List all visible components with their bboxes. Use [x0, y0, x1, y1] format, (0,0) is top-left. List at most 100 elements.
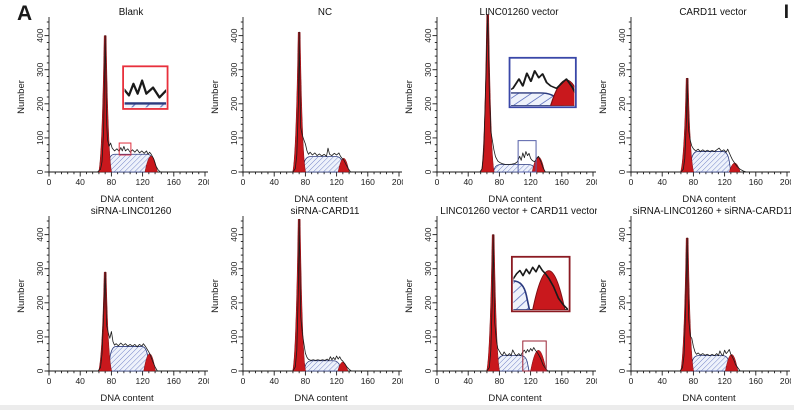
panel-title: CARD11 vector	[679, 7, 747, 18]
x-tick-label: 160	[749, 376, 763, 386]
x-axis-label: DNA content	[100, 393, 154, 404]
y-tick-label: 400	[617, 28, 627, 42]
y-tick-label: 300	[423, 261, 433, 275]
outline-curve	[680, 77, 747, 173]
histogram-panel: 0 40 80 120 160 200 0 100 200 300 400 DNA content Nu…	[403, 205, 597, 404]
x-axis-label: DNA content	[682, 194, 736, 205]
x-tick-label: 40	[463, 376, 473, 386]
histogram-panel: 0 40 80 120 160 200 0 100 200 300 400 DNA content Nu…	[15, 205, 209, 404]
y-tick-label: 0	[35, 169, 45, 174]
x-tick-label: 0	[629, 376, 634, 386]
panel-title: siRNA-LINC01260 + siRNA-CARD11	[633, 206, 791, 217]
x-tick-label: 80	[689, 376, 699, 386]
x-tick-label: 200	[780, 376, 791, 386]
x-tick-label: 80	[689, 177, 699, 187]
x-tick-label: 80	[495, 376, 505, 386]
y-tick-label: 400	[229, 28, 239, 42]
panel-title: siRNA-LINC01260	[91, 206, 172, 217]
y-tick-label: 0	[617, 368, 627, 373]
x-tick-label: 200	[586, 177, 597, 187]
panel-title: siRNA-CARD11	[291, 206, 360, 217]
x-tick-label: 160	[555, 177, 569, 187]
histogram-panel: 0 40 80 120 160 200 0 100 200 300 400 DNA content Nu…	[209, 6, 403, 205]
axes	[44, 216, 208, 376]
x-tick-label: 40	[75, 376, 85, 386]
y-tick-label: 0	[35, 368, 45, 373]
x-tick-label: 40	[75, 177, 85, 187]
y-tick-label: 200	[229, 295, 239, 309]
y-tick-label: 400	[35, 227, 45, 241]
y-tick-label: 0	[423, 169, 433, 174]
x-tick-label: 160	[361, 177, 375, 187]
outline-curve	[97, 271, 158, 372]
y-tick-label: 400	[617, 227, 627, 241]
s-phase-area	[689, 355, 732, 372]
x-tick-label: 40	[657, 177, 667, 187]
s-phase-area	[301, 156, 345, 173]
g1-peak-area	[98, 35, 112, 173]
outline-curve	[486, 234, 549, 372]
x-tick-label: 80	[495, 177, 505, 187]
x-tick-label: 120	[524, 376, 538, 386]
y-tick-label: 300	[35, 62, 45, 76]
histogram-plot: 0 40 80 120 160 200 0 100 200 300 400 DNA content Nu…	[404, 206, 597, 404]
zoom-marker-rect	[517, 140, 537, 173]
g1-peak-area	[680, 78, 694, 173]
outline-curve	[97, 35, 161, 173]
outline-curve	[292, 31, 351, 173]
y-tick-label: 300	[35, 261, 45, 275]
plot-content	[238, 17, 402, 177]
y-tick-label: 100	[423, 330, 433, 344]
x-tick-label: 160	[167, 177, 181, 187]
panel-title: LINC01260 vector + CARD11 vector	[440, 206, 597, 217]
y-axis-label: Number	[598, 80, 609, 114]
y-tick-label: 100	[229, 330, 239, 344]
y-tick-label: 300	[229, 62, 239, 76]
y-tick-label: 100	[35, 131, 45, 145]
y-tick-label: 100	[229, 131, 239, 145]
x-tick-label: 80	[301, 376, 311, 386]
x-tick-label: 80	[107, 177, 117, 187]
histogram-plot: 0 40 80 120 160 200 0 100 200 300 400 DNA content Nu…	[598, 206, 791, 404]
histogram-panel: 0 40 80 120 160 200 0 100 200 300 400 DNA content Nu…	[597, 205, 791, 404]
x-tick-label: 200	[198, 376, 209, 386]
axes	[238, 216, 402, 376]
x-tick-label: 40	[463, 177, 473, 187]
x-tick-label: 0	[47, 177, 52, 187]
x-axis-label: DNA content	[682, 393, 736, 404]
x-tick-label: 0	[435, 177, 440, 187]
axes	[626, 216, 790, 376]
x-tick-label: 80	[301, 177, 311, 187]
x-tick-label: 0	[435, 376, 440, 386]
x-tick-label: 0	[241, 376, 246, 386]
g1-peak-area	[98, 271, 112, 372]
x-axis-label: DNA content	[294, 393, 348, 404]
x-axis-label: DNA content	[294, 194, 348, 205]
panel-title: LINC01260 vector	[480, 7, 560, 18]
y-tick-label: 100	[617, 131, 627, 145]
s-phase-area	[689, 151, 732, 173]
plot-content	[44, 216, 208, 376]
panel-title: NC	[318, 7, 332, 18]
y-tick-label: 200	[617, 96, 627, 110]
crop-mark: I	[783, 2, 789, 23]
x-tick-label: 120	[330, 177, 344, 187]
y-tick-label: 400	[229, 227, 239, 241]
y-tick-label: 200	[229, 96, 239, 110]
y-tick-label: 100	[423, 131, 433, 145]
x-tick-label: 120	[330, 376, 344, 386]
y-axis-label: Number	[598, 279, 609, 313]
plot-content	[238, 216, 402, 376]
y-axis-label: Number	[404, 80, 415, 114]
histogram-plot: 0 40 80 120 160 200 0 100 200 300 400 DNA content Nu…	[404, 7, 597, 205]
histogram-plot: 0 40 80 120 160 200 0 100 200 300 400 DNA content Nu…	[598, 7, 791, 205]
y-axis-label: Number	[16, 80, 27, 114]
y-axis-label: Number	[404, 279, 415, 313]
x-axis-label: DNA content	[100, 194, 154, 205]
x-tick-label: 160	[361, 376, 375, 386]
g1-peak-area	[292, 31, 306, 173]
histogram-plot: 0 40 80 120 160 200 0 100 200 300 400 DNA content Nu…	[16, 206, 209, 404]
histogram-panel: 0 40 80 120 160 200 0 100 200 300 400 DNA content Nu…	[403, 6, 597, 205]
x-tick-label: 200	[392, 376, 403, 386]
